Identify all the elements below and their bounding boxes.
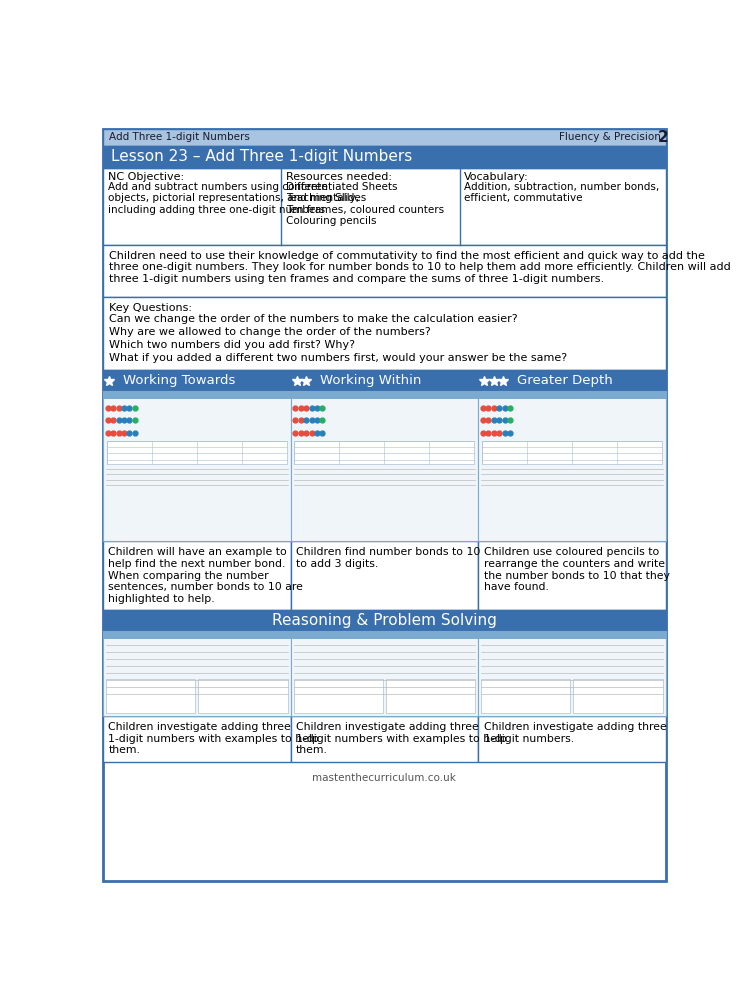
Text: Why are we allowed to change the order of the numbers?: Why are we allowed to change the order o… xyxy=(110,327,431,337)
Text: 2: 2 xyxy=(658,130,669,145)
Text: Greater Depth: Greater Depth xyxy=(517,374,613,387)
Text: Children use coloured pencils to
rearrange the counters and write
the number bon: Children use coloured pencils to rearran… xyxy=(484,547,670,592)
Bar xyxy=(294,679,382,713)
Bar xyxy=(103,541,290,610)
Bar xyxy=(478,631,666,716)
Bar xyxy=(290,391,478,541)
Text: NC Objective:: NC Objective: xyxy=(108,172,184,182)
Bar xyxy=(103,391,290,399)
Text: What if you added a different two numbers first, would your answer be the same?: What if you added a different two number… xyxy=(110,353,567,363)
Bar xyxy=(103,631,290,639)
Bar xyxy=(478,631,666,639)
Bar xyxy=(290,391,478,399)
Text: Children investigate adding three
1-digit numbers with examples to help
them.: Children investigate adding three 1-digi… xyxy=(109,722,320,755)
Text: Working Within: Working Within xyxy=(320,374,422,387)
Bar xyxy=(478,541,666,610)
Text: Children will have an example to
help find the next number bond.
When comparing : Children will have an example to help fi… xyxy=(109,547,303,604)
Bar xyxy=(478,391,666,541)
Bar xyxy=(103,168,666,245)
Text: Add and subtract numbers using concrete
objects, pictorial representations, and : Add and subtract numbers using concrete … xyxy=(108,182,358,215)
Text: Which two numbers did you add first? Why?: Which two numbers did you add first? Why… xyxy=(110,340,356,350)
Bar xyxy=(482,679,570,713)
Text: Children find number bonds to 10
to add 3 digits.: Children find number bonds to 10 to add … xyxy=(296,547,481,569)
Text: Children investigate adding three
1-digit numbers with examples to help
them.: Children investigate adding three 1-digi… xyxy=(296,722,507,755)
Bar xyxy=(103,610,666,631)
Bar xyxy=(482,441,662,464)
Text: Key Questions:: Key Questions: xyxy=(110,303,192,313)
Bar xyxy=(103,146,666,168)
Text: Add Three 1-digit Numbers: Add Three 1-digit Numbers xyxy=(110,132,250,142)
Text: Differentiated Sheets
Teaching Slides
Ten frames, coloured counters
Colouring pe: Differentiated Sheets Teaching Slides Te… xyxy=(286,182,444,226)
Bar xyxy=(198,679,287,713)
Bar xyxy=(103,245,666,297)
Bar xyxy=(290,631,478,716)
Bar xyxy=(103,370,290,391)
Text: Lesson 23 – Add Three 1-digit Numbers: Lesson 23 – Add Three 1-digit Numbers xyxy=(111,149,412,164)
Bar xyxy=(103,129,666,146)
Text: Children need to use their knowledge of commutativity to find the most efficient: Children need to use their knowledge of … xyxy=(110,251,731,284)
Bar xyxy=(103,716,290,762)
Text: Addition, subtraction, number bonds,
efficient, commutative: Addition, subtraction, number bonds, eff… xyxy=(464,182,659,203)
Text: mastenthecurriculum.co.uk: mastenthecurriculum.co.uk xyxy=(313,773,456,783)
Bar xyxy=(103,391,290,541)
Bar xyxy=(103,297,666,370)
Bar xyxy=(290,716,478,762)
Bar xyxy=(290,370,478,391)
Bar xyxy=(574,679,662,713)
Bar xyxy=(107,441,286,464)
Text: Vocabulary:: Vocabulary: xyxy=(464,172,529,182)
Bar xyxy=(295,441,474,464)
Text: Children investigate adding three
1-digit numbers.: Children investigate adding three 1-digi… xyxy=(484,722,666,744)
Text: Resources needed:: Resources needed: xyxy=(286,172,392,182)
Bar xyxy=(103,631,290,716)
Text: Working Towards: Working Towards xyxy=(123,374,236,387)
Text: Can we change the order of the numbers to make the calculation easier?: Can we change the order of the numbers t… xyxy=(110,314,518,324)
Bar xyxy=(290,541,478,610)
Bar xyxy=(290,631,478,639)
Bar xyxy=(106,679,195,713)
Bar xyxy=(386,679,475,713)
Bar xyxy=(478,370,666,391)
Text: Reasoning & Problem Solving: Reasoning & Problem Solving xyxy=(272,613,496,628)
Bar xyxy=(478,391,666,399)
Text: Fluency & Precision: Fluency & Precision xyxy=(559,132,661,142)
Bar xyxy=(478,716,666,762)
